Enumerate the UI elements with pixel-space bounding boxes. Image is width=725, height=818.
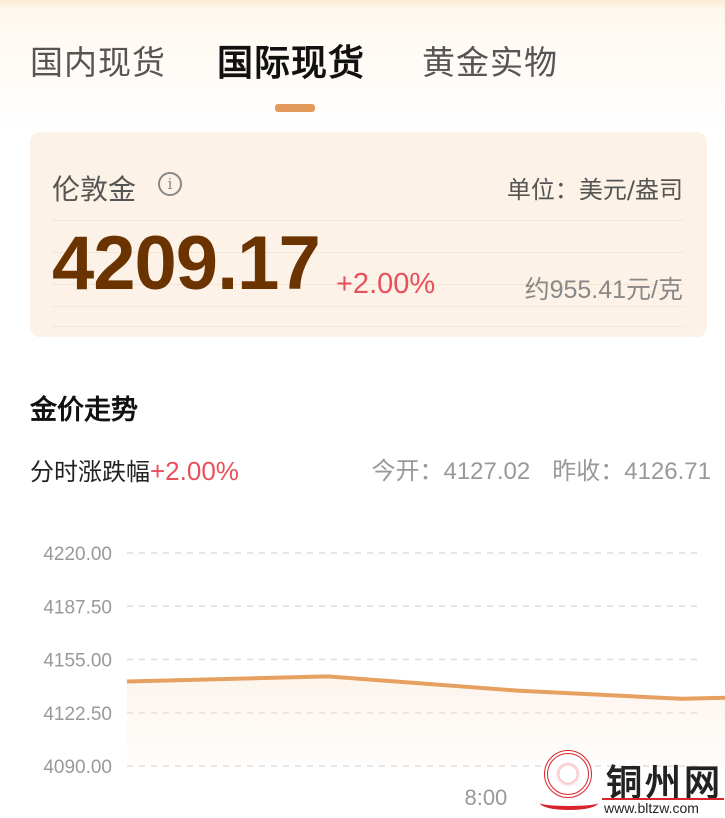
intraday-label-text: 分时涨跌幅	[30, 458, 150, 486]
watermark-seal-icon	[544, 750, 592, 798]
price-area	[127, 676, 725, 766]
y-tick-label: 4187.50	[43, 597, 112, 618]
watermark: 铜州网 www.bltzw.com	[540, 748, 725, 818]
section-title: 金价走势	[30, 395, 138, 426]
quote-price: 4209.17	[52, 221, 321, 306]
watermark-brand: 铜州网	[606, 763, 724, 804]
active-tab-indicator	[275, 104, 315, 112]
watermark-ribbon-icon	[540, 796, 598, 810]
price-chart: 4220.004187.504155.004122.504090.008:001…	[43, 544, 725, 810]
today-open: 今开：4127.02	[371, 458, 531, 485]
tab-domestic-spot[interactable]: 国内现货	[30, 43, 166, 82]
quote-unit: 单位：美元/盎司	[506, 176, 683, 204]
header-background	[0, 0, 725, 130]
watermark-url: www.bltzw.com	[604, 800, 699, 816]
prev-close: 昨收：4126.71	[552, 458, 711, 485]
watermark-divider	[602, 798, 724, 800]
quote-per-gram: 约955.41元/克	[524, 276, 683, 304]
x-tick-label: 8:00	[464, 785, 507, 810]
y-tick-label: 4090.00	[43, 757, 112, 778]
y-tick-label: 4220.00	[43, 544, 112, 565]
intraday-label: 分时涨跌幅+2.00%	[30, 452, 239, 487]
quote-change: +2.00%	[336, 268, 436, 300]
y-tick-label: 4155.00	[43, 651, 112, 672]
quote-name: 伦敦金	[52, 173, 137, 206]
quote-card: 伦敦金 i 单位：美元/盎司 4209.17 +2.00% 约955.41元/克	[30, 132, 707, 337]
y-tick-label: 4122.50	[43, 704, 112, 725]
info-icon[interactable]: i	[158, 172, 182, 196]
open-close-stats: 今开：4127.02 昨收：4126.71	[349, 451, 711, 486]
tab-international-spot[interactable]: 国际现货	[217, 43, 366, 84]
intraday-change: +2.00%	[150, 456, 239, 486]
tab-physical-gold[interactable]: 黄金实物	[422, 43, 558, 82]
